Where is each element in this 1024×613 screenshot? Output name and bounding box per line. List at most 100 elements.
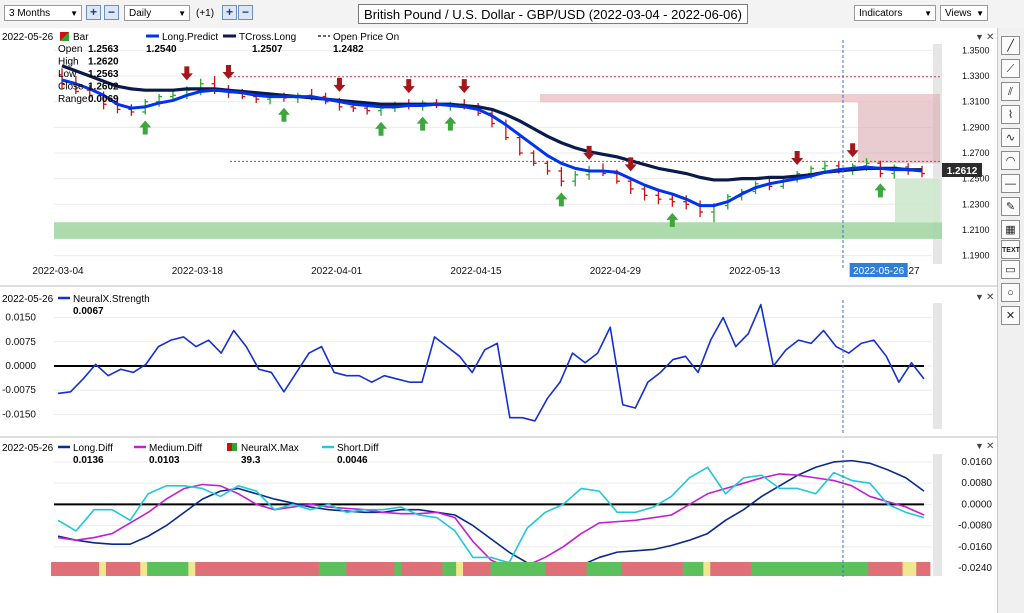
interval-value: Daily (129, 8, 152, 19)
status-bar-cell (820, 562, 828, 576)
status-bar-cell (758, 562, 766, 576)
strength-scroll-strip[interactable] (933, 303, 942, 429)
status-bar-cell (353, 562, 361, 576)
trend-tool-icon[interactable]: ⌇ (1001, 105, 1020, 124)
status-bar-cell (579, 562, 588, 576)
diff-y-tick: 0.0080 (961, 478, 992, 489)
status-bar-cell (806, 562, 814, 576)
legend-long-diff: Long.Diff (73, 443, 113, 454)
status-bar-cell (895, 562, 903, 576)
status-bar-cell (634, 562, 642, 576)
status-bar-cell (195, 562, 203, 576)
diff-panel[interactable]: 0.01600.00800.0000-0.0080-0.0160-0.0240 … (0, 436, 997, 577)
diff-scroll-strip[interactable] (933, 454, 942, 576)
status-bar-cell (511, 562, 519, 576)
diff-y-tick: 0.0000 (961, 499, 992, 510)
status-bar-cell (847, 562, 855, 576)
status-bar-cell (737, 562, 745, 576)
status-bar-cell (243, 562, 251, 576)
signal-arrows (139, 65, 887, 227)
price-y-tick: 1.3500 (962, 45, 990, 55)
interval-select[interactable]: Daily ▼ (124, 5, 190, 21)
pencil-tool-icon[interactable]: ✎ (1001, 197, 1020, 216)
zoom-out-button[interactable]: − (104, 5, 119, 20)
offset-decrease-button[interactable]: − (238, 5, 253, 20)
rectangle-tool-icon[interactable]: ▭ (1001, 260, 1020, 279)
horizontal-line-icon[interactable]: — (1001, 174, 1020, 193)
strength-panel[interactable]: 0.0150 0.0075 0.0000 -0.0075 -0.0150 2022-05… (0, 285, 997, 434)
buy-arrow-icon (277, 107, 290, 122)
status-bar-cell (504, 562, 512, 576)
status-bar-cell (620, 562, 629, 576)
offset-label: (+1) (196, 8, 215, 19)
chart-area[interactable]: 1.3500 1.3300 1.3100 1.2900 1.2700 1.2500 1.23… (0, 28, 997, 613)
text-tool-icon[interactable]: TEXT (1001, 240, 1020, 259)
status-bar-cell (298, 562, 306, 576)
status-bar-cell (483, 562, 491, 576)
panel-minimize-icon[interactable]: ▼ (975, 441, 984, 451)
channel-tool-icon[interactable]: ⫽ (1001, 82, 1020, 101)
ray-tool-icon[interactable]: ⟋ (1001, 59, 1020, 78)
circle-tool-icon[interactable]: ○ (1001, 283, 1020, 302)
price-x-tick: 2022-03-18 (172, 266, 224, 277)
diff-y-ticks: 0.0160 0.0080 0.0000 -0.0080 -0.0160 -0.0240 (958, 457, 992, 574)
grid-tool-icon[interactable]: ▦ (1001, 220, 1020, 239)
ohlc-label: Range (58, 94, 88, 105)
status-bar-cell (332, 562, 340, 576)
strength-y-tick: -0.0150 (2, 409, 36, 420)
indicators-dropdown[interactable]: Indicators ▼ (854, 5, 936, 21)
zoom-in-button[interactable]: + (86, 5, 101, 20)
sell-arrow-icon (333, 77, 346, 92)
status-bar-cell (105, 562, 114, 576)
legend-medium-diff-value: 0.0103 (149, 455, 180, 466)
price-header-date: 2022-05-26 (2, 32, 54, 43)
sell-arrow-icon (402, 79, 415, 94)
views-dropdown[interactable]: Views ▼ (940, 5, 988, 21)
price-x-ticks: 2022-03-04 2022-03-18 2022-04-01 2022-04-15… (32, 263, 920, 277)
status-bar-cell (64, 562, 73, 576)
status-bar-cell (284, 562, 292, 576)
price-y-tick: 1.2500 (962, 174, 990, 184)
curve-tool-icon[interactable]: ∿ (1001, 128, 1020, 147)
period-select[interactable]: 3 Months ▼ (4, 5, 82, 21)
status-bar-cell (57, 562, 66, 576)
status-bar-cell (531, 562, 539, 576)
status-bar-cell (689, 562, 697, 576)
status-bar-cell (648, 562, 656, 576)
status-bar-cell (517, 562, 526, 576)
drawing-tools: ╱ ⟋ ⫽ ⌇ ∿ ◠ — ✎ ▦ TEXT ▭ ○ ✕ (997, 28, 1024, 613)
status-bar-cell (469, 562, 478, 576)
price-panel[interactable]: 1.3500 1.3300 1.3100 1.2900 1.2700 1.2500 1.23… (0, 28, 997, 283)
legend-long-diff-value: 0.0136 (73, 455, 104, 466)
legend-open-price-value: 1.2482 (333, 44, 364, 55)
price-y-tick: 1.2900 (962, 122, 990, 132)
offset-increase-button[interactable]: + (222, 5, 237, 20)
panel-close-icon[interactable]: ✕ (986, 32, 994, 43)
status-bar-cell (202, 562, 210, 576)
status-bar-cell (401, 562, 409, 576)
delete-tool-icon[interactable]: ✕ (1001, 306, 1020, 325)
views-label: Views (945, 8, 972, 19)
chart-svg[interactable]: 1.3500 1.3300 1.3100 1.2900 1.2700 1.2500 1.23… (0, 28, 997, 613)
status-bar-cell (744, 562, 752, 576)
ohlc-label: High (58, 57, 79, 68)
status-bar-cell (449, 562, 457, 576)
arc-tool-icon[interactable]: ◠ (1001, 151, 1020, 170)
medium-diff-line (57, 473, 925, 569)
status-bar-cell (923, 562, 931, 576)
status-bar-cell (717, 562, 725, 576)
status-bar-cell (600, 562, 608, 576)
panel-close-icon[interactable]: ✕ (986, 441, 994, 452)
legend-bar-label: Bar (73, 32, 89, 43)
price-x-tick: 2022-04-01 (311, 266, 363, 277)
panel-minimize-icon[interactable]: ▼ (975, 292, 984, 302)
line-tool-icon[interactable]: ╱ (1001, 36, 1020, 55)
support-zone (54, 222, 942, 239)
panel-minimize-icon[interactable]: ▼ (975, 32, 984, 42)
status-bar-cell (160, 562, 169, 576)
panel-close-icon[interactable]: ✕ (986, 292, 994, 303)
buy-arrow-icon (444, 116, 457, 131)
status-bar-cell (545, 562, 553, 576)
short-diff-line (57, 466, 925, 564)
status-bar-cell (428, 562, 436, 576)
